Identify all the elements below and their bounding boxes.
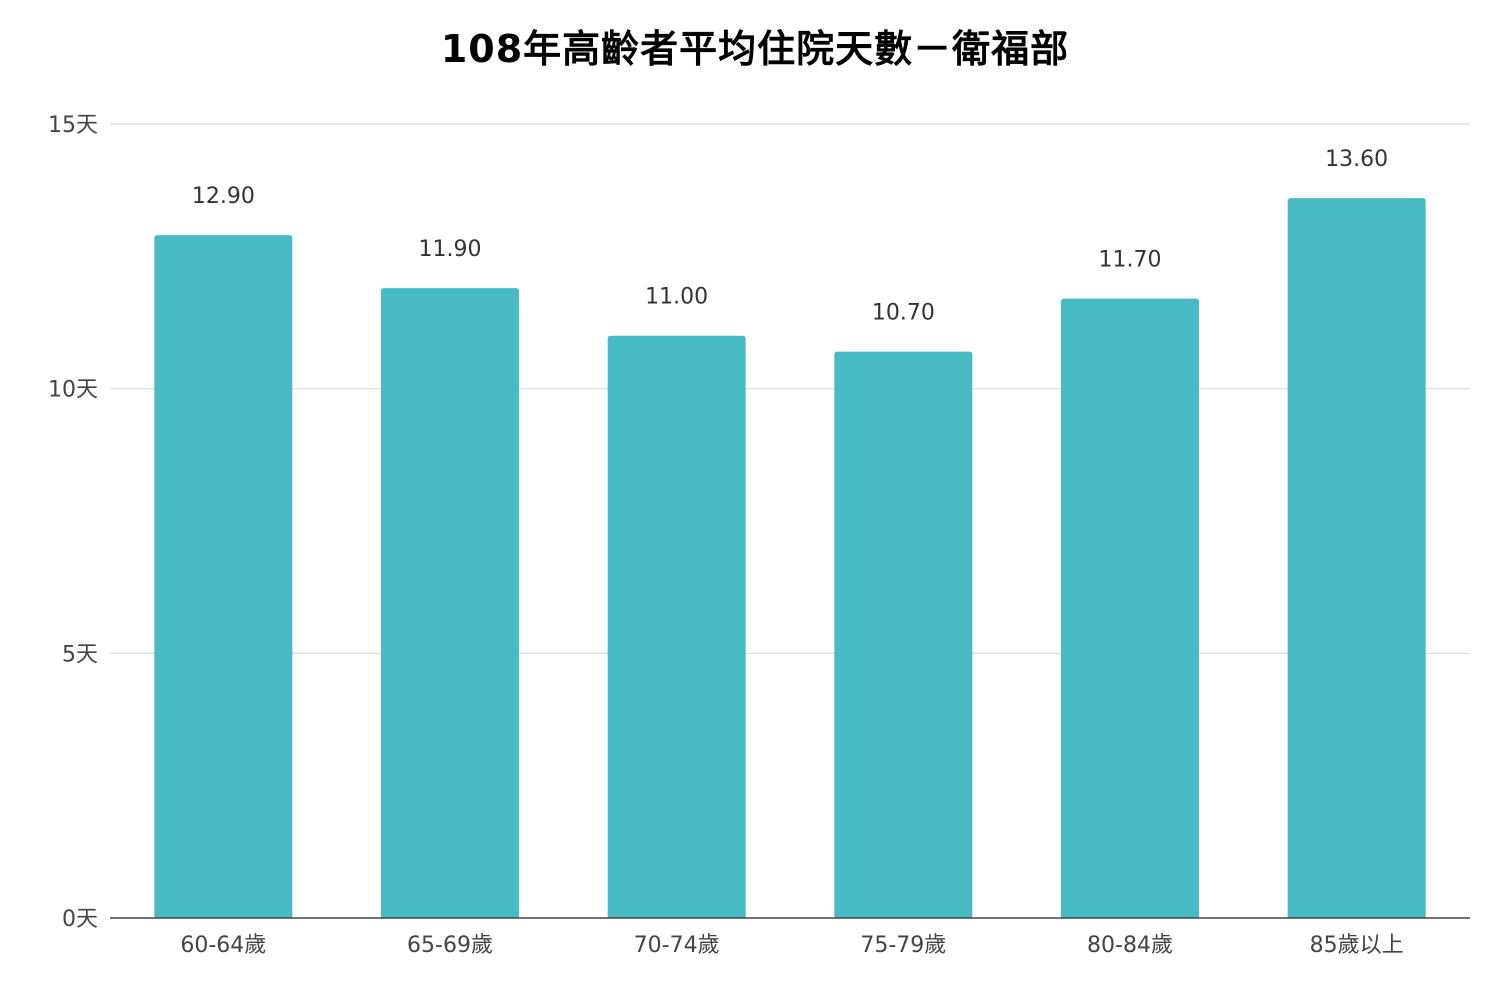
bar: [154, 235, 293, 918]
data-label: 12.90: [192, 184, 255, 209]
x-tick-label: 60-64歲: [180, 933, 266, 958]
bars: [154, 198, 1426, 918]
x-tick-label: 75-79歲: [860, 933, 946, 958]
x-tick-label: 70-74歲: [634, 933, 720, 958]
data-label: 11.90: [419, 237, 482, 262]
y-tick-label: 0天: [62, 907, 98, 932]
labels: 0天 5天 10天 15天 12.90 60-64歲 11.90 65-69歲 11.00 70-…: [48, 113, 1404, 958]
chart-title: 108年高齡者平均住院天數－衛福部: [440, 27, 1070, 71]
y-tick-label: 10天: [48, 378, 98, 403]
gridlines: [110, 123, 1470, 654]
y-tick-label: 15天: [48, 113, 98, 138]
bar: [607, 335, 746, 918]
x-tick-label: 80-84歲: [1087, 933, 1173, 958]
data-label: 10.70: [872, 301, 935, 326]
bar: [834, 351, 973, 918]
bar: [1287, 198, 1426, 918]
data-label: 11.00: [645, 285, 708, 310]
data-label: 11.70: [1099, 248, 1162, 273]
x-tick-label: 85歲以上: [1310, 933, 1404, 958]
y-tick-label: 5天: [62, 642, 98, 667]
x-tick-label: 65-69歲: [407, 933, 493, 958]
data-label: 13.60: [1325, 147, 1388, 172]
bar: [1061, 298, 1199, 918]
bar: [381, 288, 519, 918]
